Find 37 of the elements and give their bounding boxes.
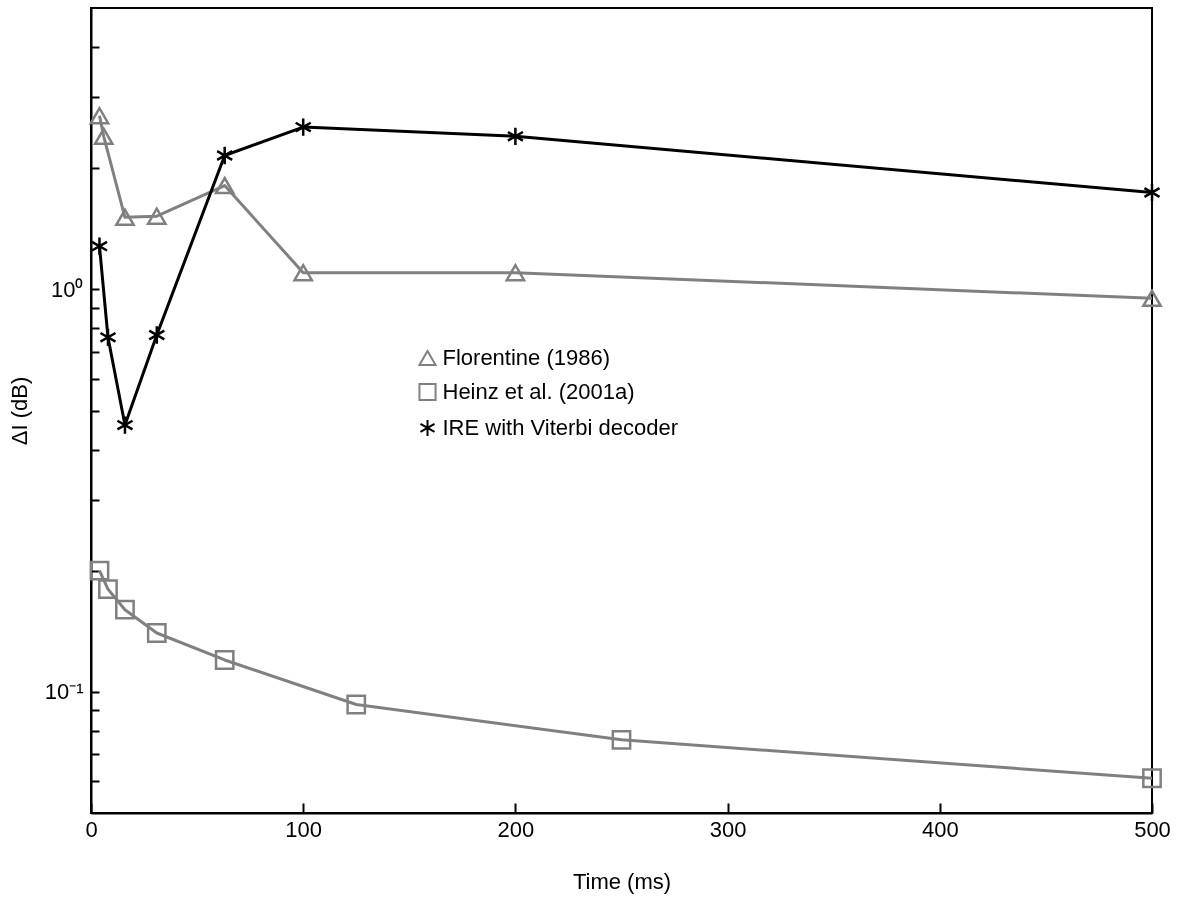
point — [294, 117, 312, 137]
point — [93, 127, 114, 146]
point — [98, 579, 118, 599]
x-axis-title: Time (ms) — [572, 868, 672, 894]
point — [1143, 182, 1161, 203]
x-tick-label: 200 — [497, 816, 535, 842]
x-tick-label: 300 — [709, 816, 747, 842]
point — [1142, 768, 1162, 789]
legend-label: Florentine (1986) — [442, 344, 611, 370]
point — [115, 599, 135, 620]
point — [90, 236, 109, 257]
point — [116, 415, 134, 435]
y-tick-label: 10⁻¹ — [44, 679, 84, 705]
point — [148, 325, 166, 345]
x-tick-label: 0 — [85, 816, 98, 842]
y-tick-label: 10⁰ — [51, 276, 84, 302]
point — [505, 263, 526, 282]
point — [1142, 289, 1162, 308]
point — [293, 263, 314, 282]
point — [506, 126, 525, 147]
legend-label: IRE with Viterbi decoder — [442, 414, 679, 440]
x-tick-label: 400 — [921, 816, 959, 842]
point — [215, 145, 234, 166]
point — [89, 560, 110, 581]
point — [346, 694, 367, 715]
x-tick-label: 100 — [285, 816, 323, 842]
point — [99, 327, 117, 348]
point — [214, 650, 235, 670]
legend-label: Heinz et al. (2001a) — [442, 378, 635, 404]
point — [115, 208, 135, 227]
x-tick-label: 500 — [1134, 816, 1171, 842]
point — [146, 623, 167, 643]
y-axis-title: ΔI (dB) — [6, 376, 32, 446]
point — [89, 106, 110, 125]
point — [611, 729, 632, 750]
point — [146, 207, 167, 225]
point — [214, 176, 235, 195]
